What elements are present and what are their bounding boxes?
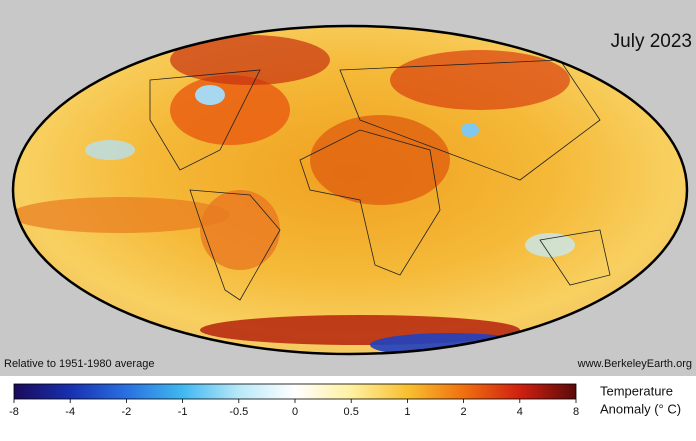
- map-title: July 2023: [611, 31, 692, 52]
- tick-label: 0.5: [344, 406, 359, 418]
- note-left: Relative to 1951-1980 average: [4, 358, 154, 370]
- colorbar-label: Anomaly (° C): [600, 401, 681, 416]
- tick-label: 4: [517, 406, 523, 418]
- tick-label: -1: [178, 406, 188, 418]
- colorbar-ticks: -8 -4 -2 -1 -0.5 0 0.5 1 2 4 8: [9, 399, 579, 418]
- tick-label: 0: [292, 406, 298, 418]
- tick-label: 8: [573, 406, 579, 418]
- colorbar: [13, 383, 577, 400]
- map: [13, 26, 687, 354]
- tick-label: -8: [9, 406, 19, 418]
- tick-label: -2: [122, 406, 132, 418]
- tick-label: -4: [65, 406, 75, 418]
- map-outline: [11, 24, 689, 356]
- tick-label: 2: [461, 406, 467, 418]
- colorbar-label: Temperature: [600, 383, 673, 398]
- tick-label: -0.5: [229, 406, 248, 418]
- note-right: www.BerkeleyEarth.org: [577, 358, 692, 370]
- tick-label: 1: [404, 406, 410, 418]
